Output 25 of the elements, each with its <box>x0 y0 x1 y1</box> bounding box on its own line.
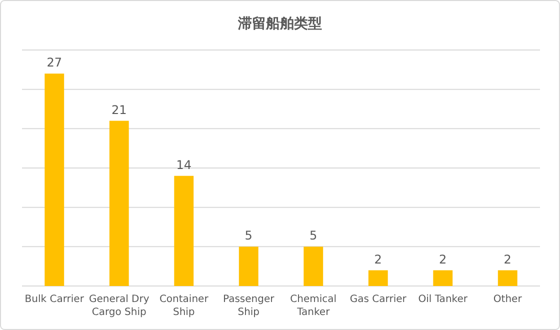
data-label: 2 <box>439 252 447 266</box>
data-label: 5 <box>244 228 252 243</box>
data-label: 2 <box>374 252 382 266</box>
x-tick-label: Chemical Tanker <box>290 294 337 318</box>
x-tick-label: Oil Tanker <box>418 294 468 305</box>
bar <box>109 120 129 286</box>
data-label: 5 <box>310 228 318 243</box>
x-tick-label: General Dry Cargo Ship <box>88 294 150 318</box>
x-tick-label: Passenger Ship <box>223 294 276 318</box>
chart-title: 滞留船舶类型 <box>237 16 322 32</box>
bar <box>368 270 388 286</box>
bar <box>238 246 258 286</box>
data-label: 27 <box>46 56 62 70</box>
x-tick-label: Bulk Carrier <box>24 294 85 305</box>
bar <box>174 176 194 286</box>
x-tick-label: Container Ship <box>159 294 210 318</box>
data-label: 14 <box>176 158 192 172</box>
x-tick-label: Other <box>493 294 523 305</box>
bar <box>44 74 64 286</box>
data-label: 21 <box>111 102 127 117</box>
bar <box>433 270 453 286</box>
data-label: 2 <box>504 252 512 266</box>
x-tick-label: Gas Carrier <box>350 294 408 305</box>
bar <box>304 246 324 286</box>
bar <box>498 270 518 286</box>
